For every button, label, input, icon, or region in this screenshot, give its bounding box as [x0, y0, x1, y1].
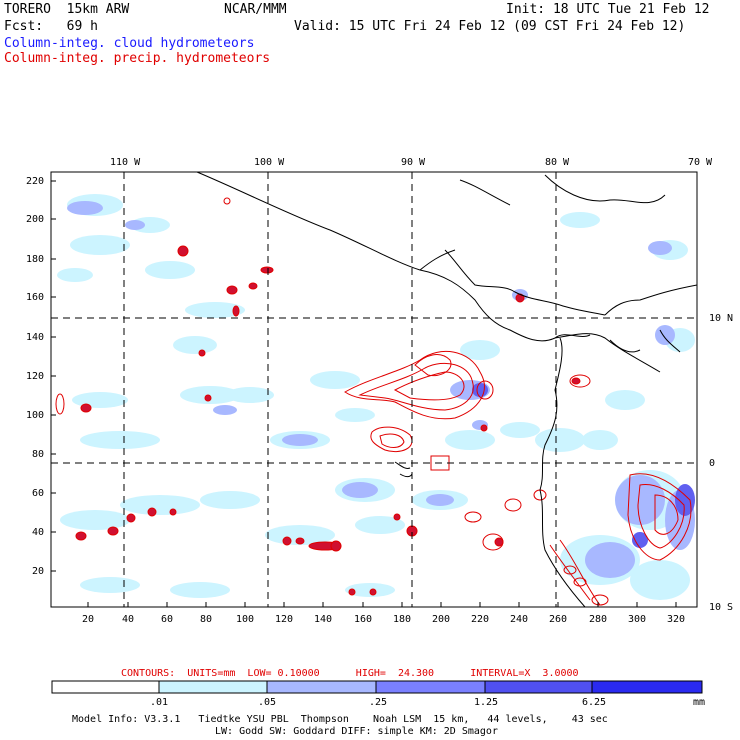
y-tick-label: 160	[26, 292, 45, 303]
lat-label-10n: 10 N	[709, 313, 734, 324]
y-tick-label: 140	[26, 332, 45, 343]
lon-label-80w: 80 W	[545, 157, 570, 168]
colorbar-label: .25	[369, 697, 388, 708]
x-tick-label: 40	[122, 614, 135, 625]
x-tick-label: 200	[432, 614, 451, 625]
x-tick-label: 20	[82, 614, 95, 625]
colorbar-label: 6.25	[582, 697, 607, 708]
colorbar-unit: mm	[693, 697, 706, 708]
contour-info: CONTOURS: UNITS=mm LOW= 0.10000 HIGH= 24…	[121, 668, 579, 679]
model-title: TORERO 15km ARW	[4, 2, 130, 17]
coastlines	[196, 171, 698, 608]
organization-label: NCAR/MMM	[224, 2, 287, 17]
x-tick-label: 300	[628, 614, 647, 625]
x-tick-label: 120	[275, 614, 294, 625]
x-tick-label: 240	[510, 614, 529, 625]
y-tick-label: 80	[32, 449, 45, 460]
axis-ticks	[51, 180, 677, 607]
init-time: Init: 18 UTC Tue 21 Feb 12	[506, 2, 710, 17]
lon-label-110w: 110 W	[110, 157, 141, 168]
physics-info: LW: Godd SW: Goddard DIFF: simple KM: 2D…	[215, 726, 498, 737]
legend-cloud-hydrometeors: Column-integ. cloud hydrometeors	[4, 36, 255, 51]
lat-label-0: 0	[709, 458, 716, 469]
x-tick-label: 140	[314, 614, 333, 625]
x-tick-label: 320	[667, 614, 686, 625]
y-tick-label: 100	[26, 410, 45, 421]
x-tick-label: 220	[471, 614, 490, 625]
graticule	[51, 172, 697, 607]
forecast-hour: Fcst: 69 h	[4, 19, 98, 34]
y-tick-label: 200	[26, 214, 45, 225]
y-tick-label: 180	[26, 254, 45, 265]
x-tick-label: 260	[549, 614, 568, 625]
y-tick-label: 60	[32, 488, 45, 499]
x-tick-label: 180	[393, 614, 412, 625]
y-tick-label: 40	[32, 527, 45, 538]
y-tick-label: 220	[26, 176, 45, 187]
colorbar-label: .05	[258, 697, 277, 708]
map-frame	[50, 171, 698, 608]
legend-precip-hydrometeors: Column-integ. precip. hydrometeors	[4, 51, 271, 66]
y-tick-label: 120	[26, 371, 45, 382]
model-info: Model Info: V3.3.1 Tiedtke YSU PBL Thomp…	[72, 714, 608, 725]
x-tick-label: 80	[200, 614, 213, 625]
colorbar-label: .01	[150, 697, 169, 708]
x-tick-label: 100	[236, 614, 255, 625]
lon-label-90w: 90 W	[401, 157, 426, 168]
precip-contours	[55, 197, 692, 606]
precip-cells	[75, 245, 581, 596]
colorbar-label: 1.25	[474, 697, 499, 708]
valid-time: Valid: 15 UTC Fri 24 Feb 12 (09 CST Fri …	[294, 19, 686, 34]
x-tick-label: 280	[589, 614, 608, 625]
y-tick-label: 20	[32, 566, 45, 577]
x-tick-label: 160	[354, 614, 373, 625]
x-tick-label: 60	[161, 614, 174, 625]
lon-label-70w: 70 W	[688, 157, 713, 168]
lon-label-100w: 100 W	[254, 157, 285, 168]
lat-label-10s: 10 S	[709, 602, 734, 613]
